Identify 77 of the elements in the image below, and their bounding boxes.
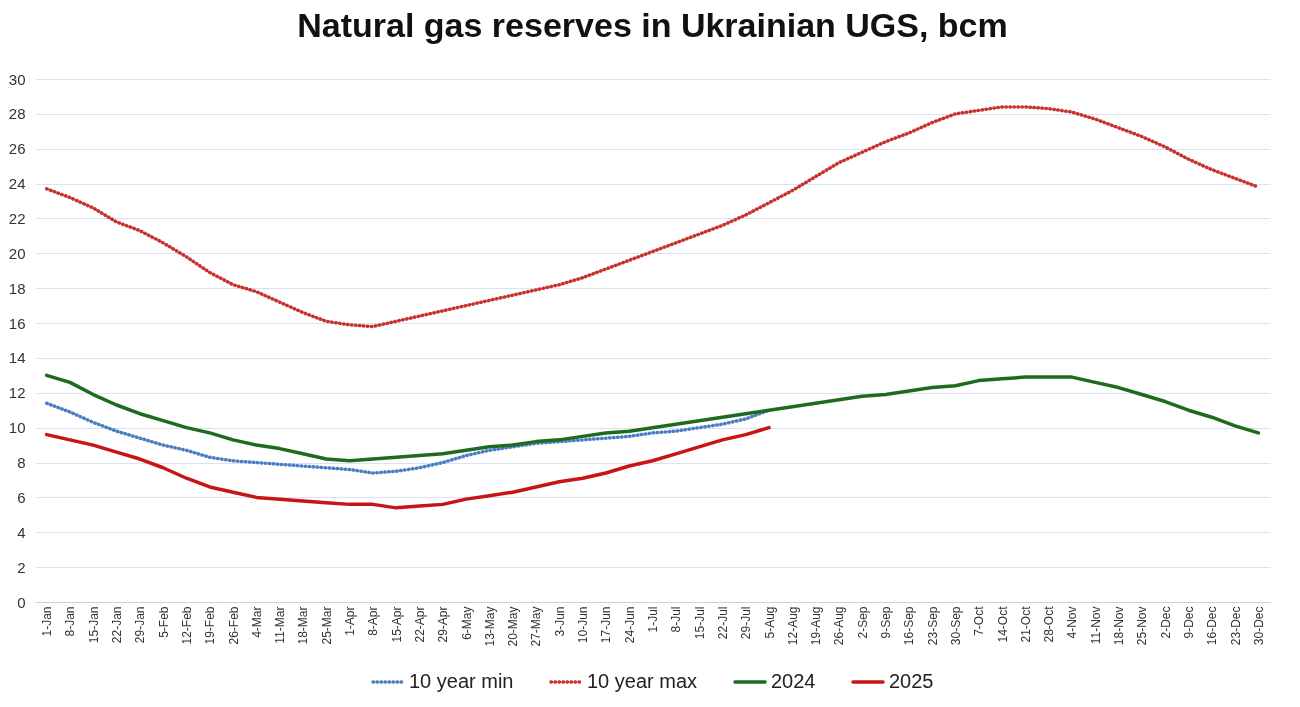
x-tick-label: 1-Jul [646,606,660,633]
y-tick-label: 6 [17,488,26,506]
x-tick-label: 4-Nov [1065,606,1080,639]
x-tick-label: 25-Mar [319,606,334,645]
x-tick-label: 22-Apr [412,606,427,643]
x-tick-label: 5-Feb [156,606,171,638]
x-tick-label: 30-Sep [948,606,963,646]
y-tick-label: 0 [17,593,26,611]
x-tick-label: 19-Aug [809,606,824,646]
y-tick-label: 20 [8,244,26,262]
legend-label: 2025 [889,670,934,692]
x-tick-label: 17-Jun [599,606,614,644]
x-tick-label: 8-Jul [669,606,684,633]
y-tick-label: 16 [8,314,26,332]
y-tick-label: 14 [8,349,26,367]
x-tick-label: 27-May [529,606,544,647]
y-tick-label: 4 [17,523,26,541]
x-tick-label: 8-Apr [366,606,381,636]
x-tick-label: 30-Dec [1251,606,1266,646]
y-tick-label: 18 [8,279,26,297]
x-tick-label: 11-Mar [273,606,288,644]
y-tick-label: 28 [8,105,26,123]
y-tick-label: 30 [8,70,26,88]
y-tick-label: 24 [8,175,26,193]
x-tick-label: 5-Aug [762,606,777,639]
x-tick-label: 2-Sep [855,606,870,639]
x-tick-label: 21-Oct [1018,605,1033,643]
x-tick-label: 23-Sep [925,606,940,646]
x-tick-label: 16-Dec [1205,606,1220,646]
y-tick-label: 26 [8,140,26,158]
x-tick-label: 12-Aug [785,606,800,646]
x-tick-label: 3-Jun [552,606,567,637]
x-tick-label: 15-Jan [86,606,101,644]
x-tick-label: 14-Oct [995,605,1010,643]
x-tick-label: 15-Apr [389,606,404,643]
x-tick-label: 29-Jul [739,606,754,640]
x-tick-label: 18-Nov [1112,606,1127,646]
x-tick-label: 8-Jan [63,606,78,637]
x-tick-label: 16-Sep [902,606,917,646]
x-tick-label: 1-Apr [343,606,358,636]
y-tick-label: 2 [17,558,26,576]
x-tick-label: 26-Aug [832,606,847,646]
x-tick-label: 9-Sep [879,606,894,639]
x-tick-label: 18-Mar [296,606,311,645]
x-tick-label: 7-Oct [972,605,987,636]
x-tick-label: 6-May [459,606,474,640]
x-tick-label: 20-May [506,606,521,647]
y-tick-label: 12 [8,384,26,402]
x-tick-label: 10-Jun [576,606,591,644]
x-tick-label: 4-Mar [249,606,264,638]
y-tick-label: 10 [8,419,26,437]
x-tick-label: 13-May [482,606,497,647]
line-series [44,373,1261,463]
legend-label: 10 year max [587,670,698,692]
x-tick-label: 24-Jun [622,606,637,644]
legend-label: 2024 [771,670,816,692]
x-tick-label: 19-Feb [203,606,218,645]
chart-title: Natural gas reserves in Ukrainian UGS, bcm [297,6,1008,44]
x-tick-label: 22-Jul [715,606,730,640]
y-tick-label: 8 [17,454,26,472]
x-tick-label: 1-Jan [40,606,55,637]
x-tick-label: 23-Dec [1228,606,1243,646]
x-tick-label: 29-Apr [436,606,451,643]
x-tick-label: 11-Nov [1088,606,1103,645]
line-series [44,401,771,475]
x-tick-label: 22-Jan [110,606,125,644]
x-tick-label: 12-Feb [179,606,194,645]
x-tick-label: 15-Jul [692,606,707,640]
x-tick-label: 26-Feb [226,606,241,645]
x-tick-label: 9-Dec [1181,606,1196,639]
x-tick-label: 29-Jan [133,606,148,644]
x-tick-label: 28-Oct [1042,605,1057,643]
y-tick-label: 22 [8,209,26,227]
x-tick-label: 25-Nov [1135,606,1150,646]
line-series [44,425,771,510]
x-tick-label: 2-Dec [1158,606,1173,639]
legend-label: 10 year min [409,670,514,692]
